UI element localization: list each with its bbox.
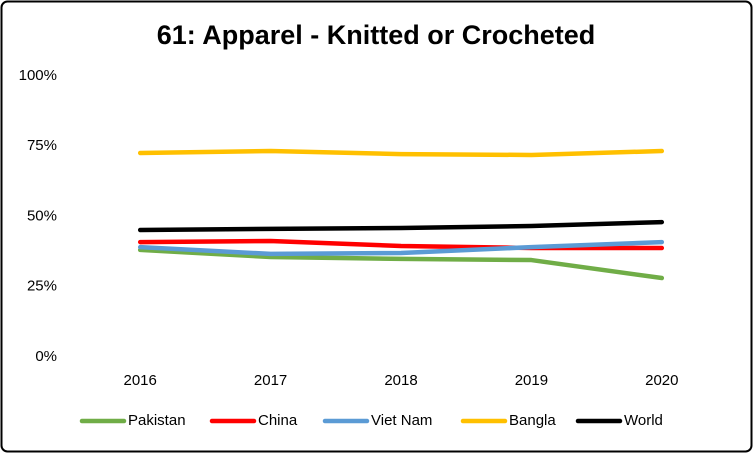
series-line (137, 219, 665, 233)
series-line (137, 148, 665, 158)
y-tick-label: 100% (19, 67, 57, 84)
x-tick-label: 2017 (254, 372, 287, 389)
x-tick-label: 2018 (384, 372, 417, 389)
legend-label: Bangla (509, 412, 556, 429)
y-tick-label: 75% (27, 137, 57, 154)
legend-label: China (258, 412, 298, 429)
legend-label: Viet Nam (371, 412, 432, 429)
series-line (137, 247, 665, 281)
chart-title: 61: Apparel - Knitted or Crocheted (157, 20, 596, 50)
legend-label: World (624, 412, 663, 429)
y-tick-label: 0% (35, 348, 57, 365)
series-line (137, 239, 665, 257)
legend-label: Pakistan (128, 412, 186, 429)
x-tick-label: 2019 (515, 372, 548, 389)
y-tick-label: 25% (27, 278, 57, 295)
x-tick-label: 2020 (645, 372, 678, 389)
series-line (137, 238, 665, 251)
y-tick-label: 50% (27, 207, 57, 224)
x-tick-label: 2016 (124, 372, 157, 389)
